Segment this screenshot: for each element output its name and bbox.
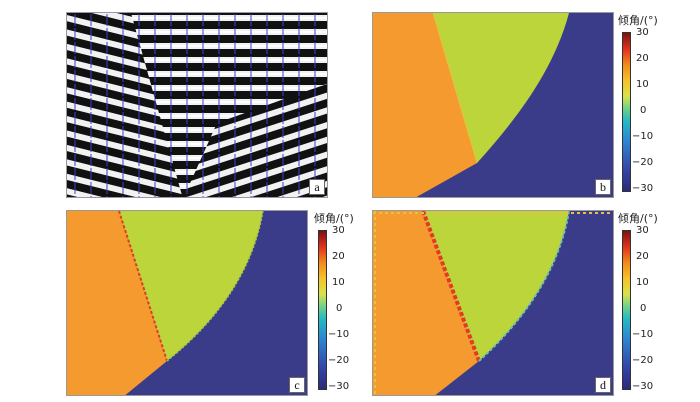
colorbar-tick: −10 — [632, 329, 654, 340]
stripe-texture-image — [67, 13, 327, 197]
colorbar-tick: −20 — [328, 355, 350, 366]
colorbar-gradient — [622, 32, 631, 192]
colorbar-tick: 20 — [332, 251, 345, 262]
colorbar-tick: 30 — [636, 27, 649, 38]
panel-d: d — [372, 210, 614, 396]
panel-c-label: c — [289, 377, 305, 393]
colorbar-tick: 10 — [636, 277, 649, 288]
panel-a-label: a — [309, 179, 325, 195]
colorbar-tick: 30 — [636, 225, 649, 236]
colorbar-gradient — [622, 230, 631, 390]
colorbar-tick: 10 — [636, 79, 649, 90]
colorbar-tick: 20 — [636, 53, 649, 64]
colorbar-tick: 30 — [332, 225, 345, 236]
panel-b-label: b — [595, 179, 611, 195]
colorbar-tick: −20 — [632, 355, 654, 366]
colorbar-tick: 0 — [640, 105, 647, 116]
colorbar-title: 倾角/(°) — [618, 212, 658, 225]
colorbar-tick: −10 — [328, 329, 350, 340]
colorbar-b: 倾角/(°) 30 20 10 0 −10 −20 −30 — [616, 12, 696, 198]
panel-c: c — [66, 210, 308, 396]
colorbar-d: 倾角/(°) 30 20 10 0 −10 −20 −30 — [616, 210, 696, 396]
dip-map-b — [373, 13, 613, 197]
colorbar-tick: −30 — [632, 381, 654, 392]
panel-b: b — [372, 12, 614, 198]
dip-map-c — [67, 211, 307, 395]
colorbar-tick: −30 — [328, 381, 350, 392]
colorbar-tick: 20 — [636, 251, 649, 262]
dip-map-d — [373, 211, 613, 395]
colorbar-tick: −20 — [632, 157, 654, 168]
panel-d-label: d — [595, 377, 611, 393]
colorbar-title: 倾角/(°) — [618, 14, 658, 27]
colorbar-tick: −10 — [632, 131, 654, 142]
colorbar-tick: 10 — [332, 277, 345, 288]
panel-a: a — [66, 12, 328, 198]
colorbar-tick: 0 — [336, 303, 343, 314]
colorbar-tick: −30 — [632, 183, 654, 194]
colorbar-gradient — [318, 230, 327, 390]
colorbar-title: 倾角/(°) — [314, 212, 354, 225]
colorbar-tick: 0 — [640, 303, 647, 314]
colorbar-c: 倾角/(°) 30 20 10 0 −10 −20 −30 — [312, 210, 372, 396]
